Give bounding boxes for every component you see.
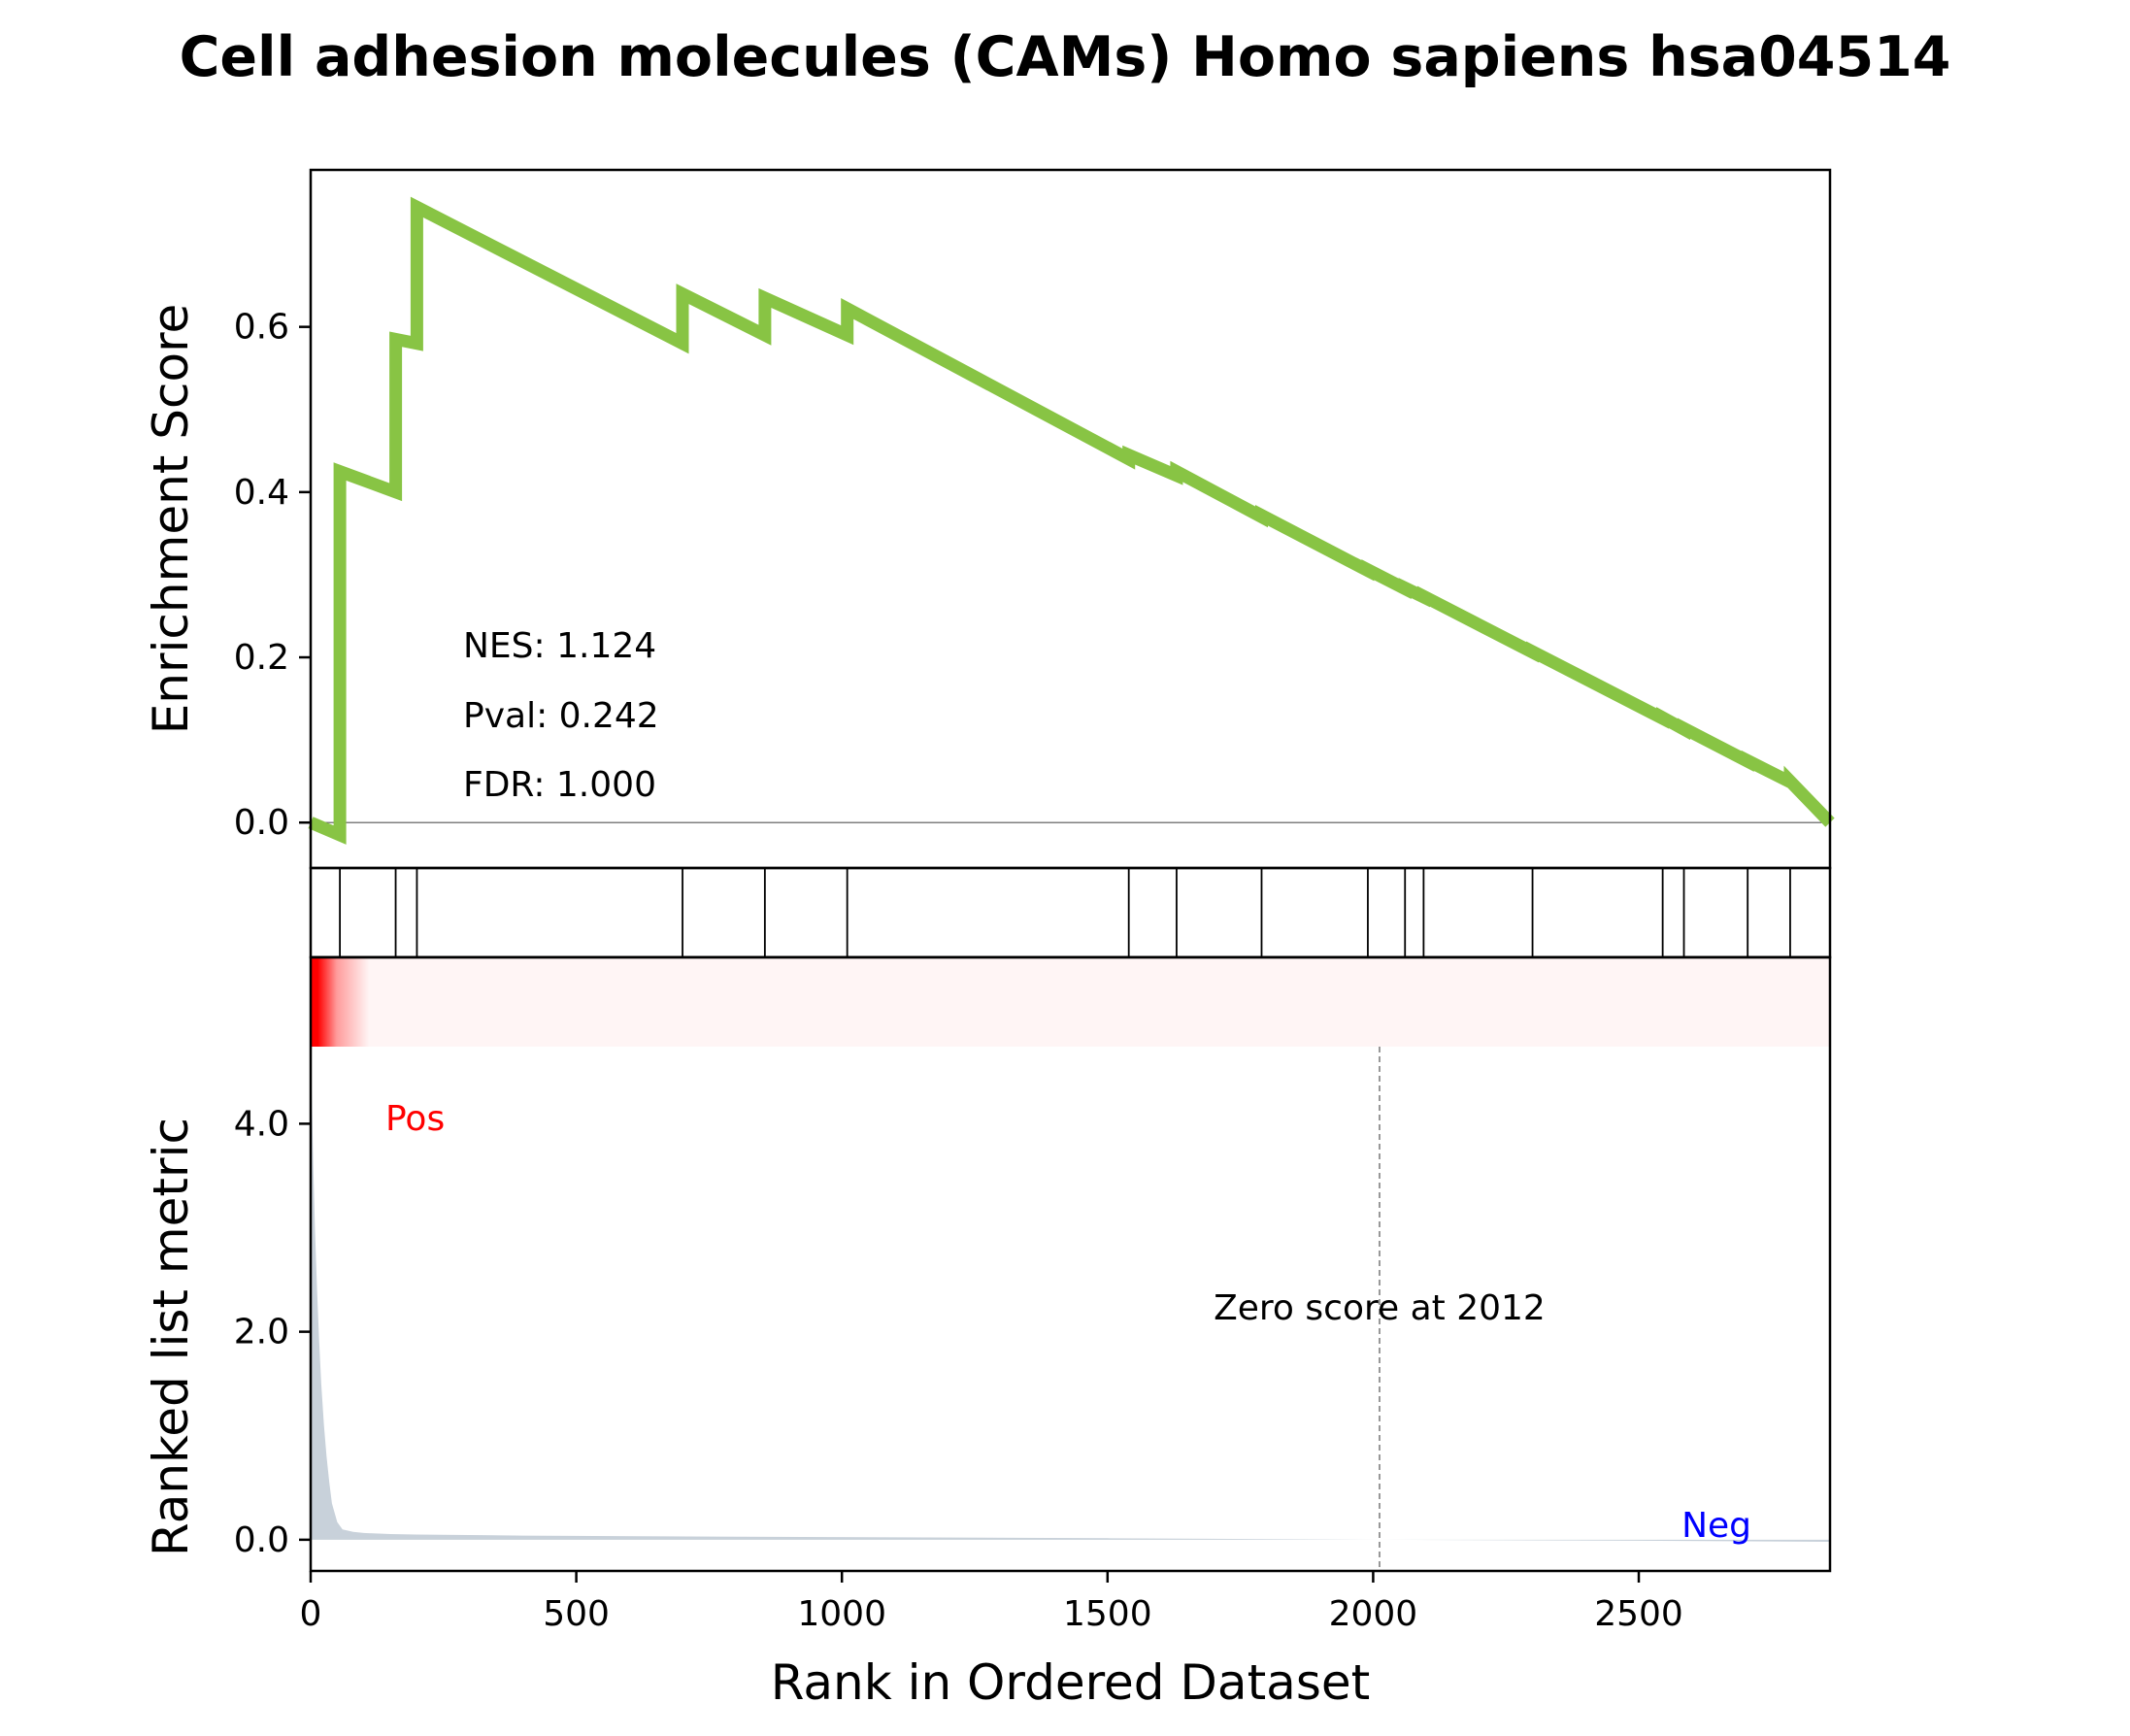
es-y-tick-label: 0.0: [234, 803, 289, 843]
es-y-axis-label: Enrichment Score: [143, 304, 199, 735]
nes-annotation: NES: 1.124: [463, 626, 656, 666]
x-axis-label: Rank in Ordered Dataset: [771, 1654, 1370, 1711]
pval-annotation: Pval: 0.242: [463, 696, 659, 736]
es-y-tick-label: 0.4: [234, 473, 289, 513]
rank-y-axis-label: Ranked list metric: [143, 1118, 199, 1556]
x-tick-label: 500: [543, 1594, 610, 1634]
x-axis-ticks: 0 500 1000 1500 2000 2500: [300, 1571, 1683, 1634]
x-tick-label: 1500: [1063, 1594, 1152, 1634]
ranked-metric-panel: Zero score at 2012 Pos Neg 0.0 2.0 4.0 0 50…: [143, 955, 1832, 1711]
chart-title: Cell adhesion molecules (CAMs) Homo sapi…: [180, 25, 1951, 89]
es-y-tick-label: 0.6: [234, 308, 289, 348]
fdr-annotation: FDR: 1.000: [463, 765, 656, 805]
es-y-tick-label: 0.2: [234, 638, 289, 678]
hit-lines: [339, 868, 1791, 957]
rank-y-tick-label: 4.0: [234, 1104, 289, 1144]
rank-panel-frame: [309, 955, 1832, 1573]
enrichment-score-panel: 0.0 0.2 0.4 0.6 NES: 1.124 Pval: 0.242 FDR:…: [143, 168, 1835, 870]
neg-label: Neg: [1681, 1506, 1751, 1546]
es-y-ticks: 0.0 0.2 0.4 0.6: [234, 308, 311, 843]
x-tick-label: 0: [300, 1594, 322, 1634]
pos-label: Pos: [385, 1099, 445, 1139]
x-tick-label: 2000: [1329, 1594, 1418, 1634]
rank-y-tick-label: 0.0: [234, 1520, 289, 1560]
rank-y-tick-label: 2.0: [234, 1313, 289, 1352]
zero-score-label: Zero score at 2012: [1214, 1288, 1546, 1328]
es-running-line: [308, 196, 1835, 845]
rank-heatmap-strip: [311, 957, 1830, 1047]
rank-y-ticks: 0.0 2.0 4.0: [234, 1104, 311, 1560]
x-tick-label: 1000: [797, 1594, 886, 1634]
x-tick-label: 2500: [1594, 1594, 1683, 1634]
